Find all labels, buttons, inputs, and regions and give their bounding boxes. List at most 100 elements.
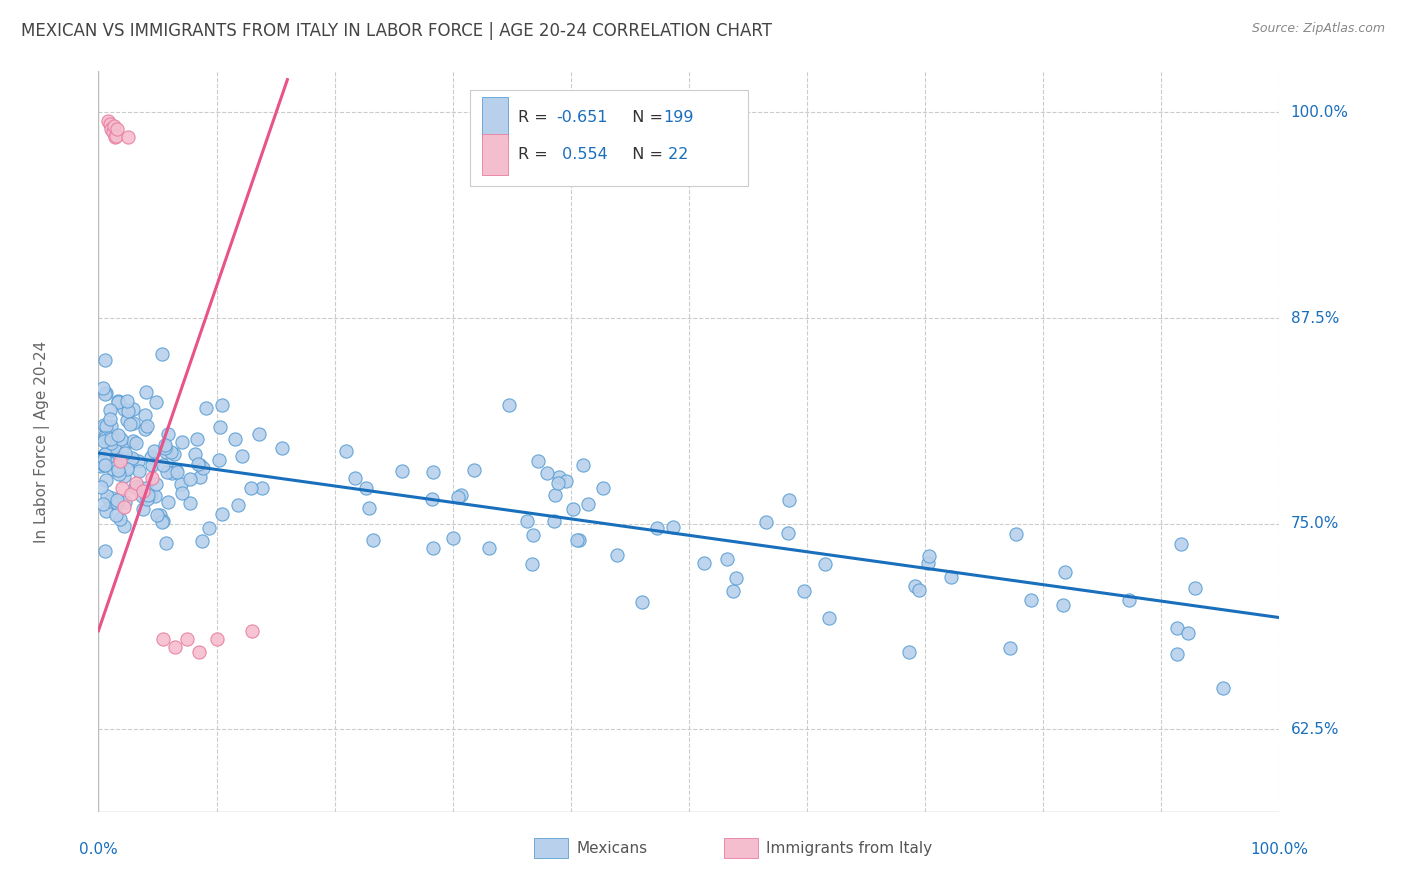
Point [118,417,141,431]
Point [776,525,799,540]
Point [107,463,129,477]
Point [124,436,146,450]
Point [104,450,127,465]
Point [107,393,129,408]
Text: 87.5%: 87.5% [1291,310,1339,326]
Point [165,640,187,655]
Point [135,481,157,495]
Text: Mexicans: Mexicans [576,841,648,855]
Point [134,408,156,422]
Point [93,418,115,433]
Point [117,404,139,418]
Point [357,501,380,516]
Bar [482,135,508,175]
Point [240,624,263,638]
Point [107,428,129,442]
Point [100,418,122,433]
Point [160,466,183,480]
Point [1212,681,1234,696]
Point [135,384,157,399]
FancyBboxPatch shape [471,90,748,186]
Point [90,456,112,470]
Point [208,420,231,434]
Point [94,386,117,401]
Point [117,453,139,467]
Point [561,502,583,516]
Point [156,466,179,480]
Point [187,457,209,471]
Point [103,429,125,443]
Point [110,433,132,447]
Point [361,533,384,548]
Point [447,490,470,504]
Point [153,441,176,455]
Point [170,485,193,500]
Point [755,515,778,529]
Text: 0.554: 0.554 [557,147,607,162]
Point [565,533,588,547]
Point [93,458,115,472]
Point [498,398,520,412]
Point [522,528,544,542]
Point [122,416,145,430]
Point [94,353,117,368]
Point [420,491,443,506]
Point [103,119,125,133]
Point [716,552,738,566]
Point [128,464,150,478]
Point [170,434,193,449]
Point [1166,621,1188,635]
Point [132,483,155,498]
Point [153,438,176,452]
Point [1166,647,1188,661]
Point [240,482,263,496]
Point [98,431,121,445]
Point [103,440,125,454]
Point [121,453,143,467]
Point [97,113,120,128]
Text: N =: N = [621,110,668,125]
Point [897,645,920,659]
Point [191,533,214,548]
Point [160,444,183,458]
Point [111,481,134,495]
Point [918,549,941,563]
Point [166,465,188,479]
Point [104,130,127,145]
Point [592,482,614,496]
Point [94,447,117,461]
Point [724,571,747,585]
Point [114,495,136,509]
Point [115,412,138,426]
Point [101,461,124,475]
Point [661,520,683,534]
Point [1170,537,1192,551]
Point [778,492,800,507]
Point [100,491,122,505]
Point [187,645,209,659]
Point [226,499,249,513]
Point [93,497,115,511]
Point [101,125,124,139]
Bar [482,97,508,138]
Text: MEXICAN VS IMMIGRANTS FROM ITALY IN LABOR FORCE | AGE 20-24 CORRELATION CHART: MEXICAN VS IMMIGRANTS FROM ITALY IN LABO… [21,22,772,40]
Point [165,463,187,477]
Point [152,458,174,472]
Point [104,450,127,464]
Point [111,453,134,467]
Text: 22: 22 [664,147,689,162]
Point [94,447,117,461]
Point [141,471,163,485]
Point [184,447,207,461]
Point [100,435,122,450]
Point [93,431,115,445]
Point [152,632,174,646]
Point [105,122,128,136]
Text: N =: N = [621,147,668,162]
Point [105,492,128,507]
Point [105,458,128,473]
Point [107,394,129,409]
Point [155,536,177,550]
Point [128,480,150,494]
Point [186,433,208,447]
